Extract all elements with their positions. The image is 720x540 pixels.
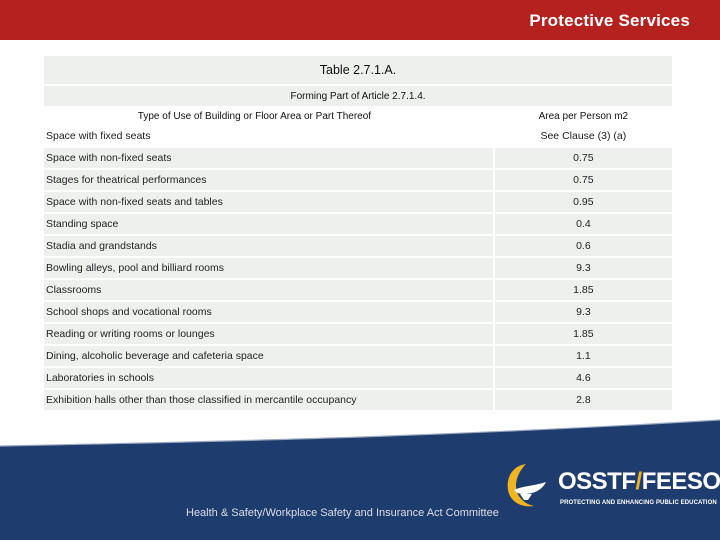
row-area: 9.3: [494, 258, 672, 278]
logo-slash: /: [635, 468, 643, 495]
footer-wave: [0, 419, 720, 490]
table-row: Space with fixed seats See Clause (3) (a…: [44, 126, 672, 146]
row-area: 0.6: [494, 236, 672, 256]
logo-tagline: PROTECTING AND ENHANCING PUBLIC EDUCATIO…: [560, 500, 717, 506]
row-use: Space with fixed seats: [44, 126, 493, 146]
row-use: Laboratories in schools: [44, 368, 493, 388]
row-area: 9.3: [494, 302, 672, 322]
row-use: Stages for theatrical performances: [44, 170, 493, 190]
table-header-row: Type of Use of Building or Floor Area or…: [44, 108, 672, 124]
table-row: Space with non-fixed seats and tables 0.…: [44, 192, 672, 212]
row-area: 0.75: [494, 170, 672, 190]
row-area: 4.6: [494, 368, 672, 388]
table-row: Bowling alleys, pool and billiard rooms …: [44, 258, 672, 278]
table-row: Stages for theatrical performances 0.75: [44, 170, 672, 190]
occupancy-table: Table 2.7.1.A. Forming Part of Article 2…: [44, 54, 672, 412]
row-area: 1.85: [494, 280, 672, 300]
header-bar: Protective Services: [0, 0, 720, 40]
row-area: See Clause (3) (a): [494, 126, 672, 146]
row-area: 0.95: [494, 192, 672, 212]
row-area: 2.8: [494, 390, 672, 410]
table-subtitle-row: Forming Part of Article 2.7.1.4.: [44, 86, 672, 106]
table-row: Reading or writing rooms or lounges 1.85: [44, 324, 672, 344]
row-area: 1.1: [494, 346, 672, 366]
row-use: Bowling alleys, pool and billiard rooms: [44, 258, 493, 278]
table-row: Exhibition halls other than those classi…: [44, 390, 672, 410]
row-use: Reading or writing rooms or lounges: [44, 324, 493, 344]
footer-committee-text: Health & Safety/Workplace Safety and Ins…: [186, 507, 499, 519]
table-row: Space with non-fixed seats 0.75: [44, 148, 672, 168]
lamp-icon: [507, 464, 546, 507]
row-area: 0.4: [494, 214, 672, 234]
row-use: School shops and vocational rooms: [44, 302, 493, 322]
occupancy-table-container: Table 2.7.1.A. Forming Part of Article 2…: [44, 54, 672, 412]
logo-osstf: OSSTF: [558, 468, 636, 495]
table-row: Classrooms 1.85: [44, 280, 672, 300]
header-title: Protective Services: [529, 11, 690, 30]
table-subtitle: Forming Part of Article 2.7.1.4.: [44, 86, 672, 106]
table-row: Laboratories in schools 4.6: [44, 368, 672, 388]
row-use: Stadia and grandstands: [44, 236, 493, 256]
row-use: Space with non-fixed seats: [44, 148, 493, 168]
table-row: School shops and vocational rooms 9.3: [44, 302, 672, 322]
logo-feeso: FEESO: [641, 468, 720, 495]
row-use: Standing space: [44, 214, 493, 234]
table-row: Dining, alcoholic beverage and cafeteria…: [44, 346, 672, 366]
row-area: 1.85: [494, 324, 672, 344]
row-use: Classrooms: [44, 280, 493, 300]
table-row: Stadia and grandstands 0.6: [44, 236, 672, 256]
row-use: Space with non-fixed seats and tables: [44, 192, 493, 212]
table-title: Table 2.7.1.A.: [44, 56, 672, 84]
table-row: Standing space 0.4: [44, 214, 672, 234]
column-header-area: Area per Person m2: [494, 108, 672, 124]
row-use: Dining, alcoholic beverage and cafeteria…: [44, 346, 493, 366]
row-use: Exhibition halls other than those classi…: [44, 390, 493, 410]
table-title-row: Table 2.7.1.A.: [44, 56, 672, 84]
row-area: 0.75: [494, 148, 672, 168]
logo-wordmark: OSSTF/FEESO: [558, 468, 720, 496]
osstf-logo: OSSTF/FEESO PROTECTING AND ENHANCING PUB…: [496, 456, 720, 520]
column-header-use: Type of Use of Building or Floor Area or…: [44, 108, 493, 124]
